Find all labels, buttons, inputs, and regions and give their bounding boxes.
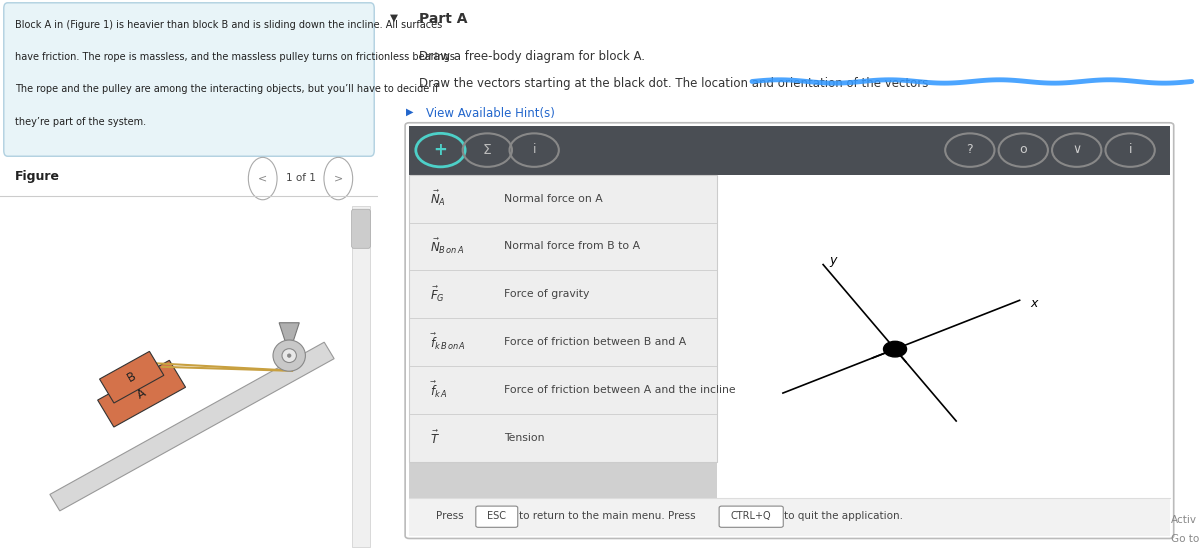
Text: $\vec{F}_G$: $\vec{F}_G$ [430,285,445,304]
Text: Σ: Σ [482,142,492,157]
FancyBboxPatch shape [409,498,1170,536]
Text: ▼: ▼ [390,12,398,22]
Polygon shape [97,360,186,427]
Text: ∨: ∨ [1072,143,1081,156]
Circle shape [288,354,292,357]
Text: Force of friction between B and A: Force of friction between B and A [504,337,686,347]
Text: $\vec{N}_{B\,on\,A}$: $\vec{N}_{B\,on\,A}$ [430,237,464,256]
Text: Go to: Go to [1171,534,1200,544]
Text: i: i [533,143,536,156]
Text: CTRL+Q: CTRL+Q [731,511,772,521]
Text: 1 of 1: 1 of 1 [286,173,316,183]
Text: +: + [433,141,448,158]
FancyBboxPatch shape [409,462,718,498]
Text: Draw a free-body diagram for block A.: Draw a free-body diagram for block A. [419,50,646,63]
Text: Normal force from B to A: Normal force from B to A [504,242,640,252]
FancyBboxPatch shape [476,506,517,527]
Text: Tension: Tension [504,433,545,443]
Text: ESC: ESC [487,511,506,521]
Text: y: y [829,253,836,267]
Text: Block A in (Figure 1) is heavier than block B and is sliding down the incline. A: Block A in (Figure 1) is heavier than bl… [16,20,443,30]
Text: o: o [1020,143,1027,156]
Text: x: x [1031,297,1038,310]
Text: Figure: Figure [16,170,60,183]
FancyBboxPatch shape [409,175,718,462]
Text: The rope and the pulley are among the interacting objects, but you’ll have to de: The rope and the pulley are among the in… [16,84,439,94]
Text: View Available Hint(s): View Available Hint(s) [426,107,554,120]
Text: $\vec{f}_{k\,A}$: $\vec{f}_{k\,A}$ [430,380,448,400]
Text: B: B [125,369,138,385]
Text: Activ: Activ [1171,514,1198,525]
Text: >: > [334,173,343,183]
FancyBboxPatch shape [352,206,371,547]
Text: i: i [1128,143,1132,156]
Text: <: < [258,173,268,183]
Text: Draw the vectors starting at the black dot. The location and orientation of the : Draw the vectors starting at the black d… [419,77,929,90]
FancyBboxPatch shape [4,3,374,156]
FancyBboxPatch shape [406,123,1174,538]
FancyBboxPatch shape [718,175,1162,498]
Text: Force of friction between A and the incline: Force of friction between A and the incl… [504,385,736,395]
Text: $\vec{f}_{k\,B\,on\,A}$: $\vec{f}_{k\,B\,on\,A}$ [430,332,466,352]
Text: $\vec{N}_A$: $\vec{N}_A$ [430,189,445,208]
Polygon shape [100,352,164,403]
Text: to quit the application.: to quit the application. [784,511,904,521]
Text: ▶: ▶ [406,107,414,117]
Text: Press: Press [436,511,463,521]
Text: A: A [134,386,149,401]
Polygon shape [280,323,299,340]
Text: have friction. The rope is massless, and the massless pulley turns on frictionle: have friction. The rope is massless, and… [16,52,458,62]
Text: ?: ? [966,143,973,156]
FancyBboxPatch shape [719,506,784,527]
Text: Force of gravity: Force of gravity [504,290,589,300]
Text: $\vec{T}$: $\vec{T}$ [430,430,439,446]
Text: Normal force on A: Normal force on A [504,194,602,204]
Polygon shape [50,342,334,511]
Circle shape [883,341,906,357]
Circle shape [274,340,305,371]
FancyBboxPatch shape [409,126,1170,175]
Circle shape [282,349,296,363]
Text: Part A: Part A [419,12,468,26]
Text: to return to the main menu. Press: to return to the main menu. Press [520,511,696,521]
FancyBboxPatch shape [352,209,371,248]
Text: they’re part of the system.: they’re part of the system. [16,117,146,127]
